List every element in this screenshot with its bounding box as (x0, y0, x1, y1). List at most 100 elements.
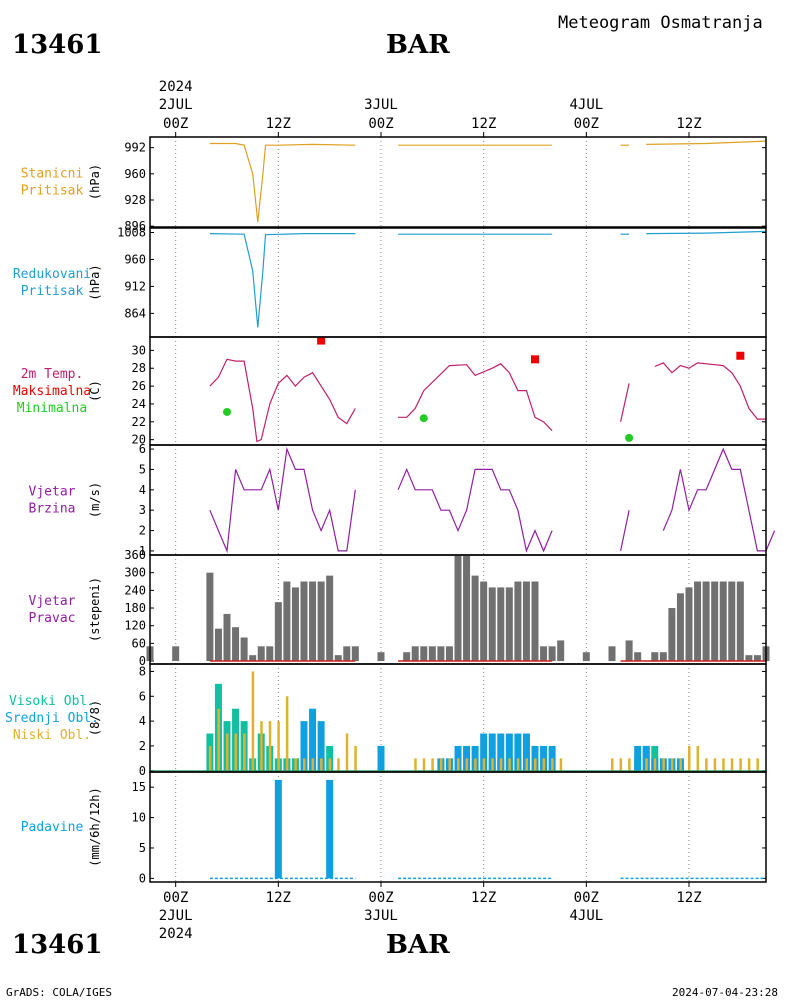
y-tick-label: 0 (139, 764, 146, 778)
panel-label: 2m Temp. (21, 367, 84, 382)
low-cloud-bar (226, 733, 229, 771)
series-line (209, 233, 356, 328)
x-top-date: 2JUL (159, 97, 193, 113)
wind-direction-bar (317, 581, 325, 662)
middle-cloud-bar (300, 721, 308, 771)
wind-direction-bar (608, 646, 616, 662)
low-cloud-bar (739, 758, 742, 771)
wind-direction-bar (736, 581, 744, 662)
series-line (646, 230, 767, 235)
panel-label: Minimalna (17, 401, 87, 416)
station-name: BAR (386, 30, 450, 60)
wind-direction-bar (266, 646, 274, 662)
low-cloud-bar (705, 758, 708, 771)
wind-direction-bar (651, 652, 659, 662)
chart-title: Meteogram Osmatranja (558, 13, 763, 33)
middle-cloud-bar (309, 708, 317, 771)
middle-cloud-bar (514, 733, 522, 771)
panel-label: Pritisak (21, 284, 84, 299)
wind-direction-bar (445, 646, 453, 662)
wind-direction-bar (668, 608, 676, 662)
low-cloud-bar (251, 671, 255, 771)
wind-direction-bar (377, 652, 385, 662)
footer-station-id: 13461 (12, 930, 103, 960)
low-cloud-bar (679, 758, 682, 771)
middle-cloud-bar (377, 745, 385, 771)
y-tick-label: 15 (132, 780, 146, 794)
x-bottom-hour: 12Z (266, 890, 291, 906)
precip-bar (274, 779, 282, 879)
middle-cloud-bar (505, 733, 513, 771)
wind-direction-bar (343, 646, 351, 662)
x-top-hour: 00Z (574, 116, 599, 132)
wind-direction-bar (745, 655, 753, 662)
panel-label: Vjetar (29, 594, 76, 609)
low-cloud-bar (551, 758, 554, 771)
y-tick-label: 300 (124, 566, 146, 580)
low-cloud-bar (670, 758, 674, 771)
panel-label: Maksimalna (13, 384, 91, 399)
wind-direction-bar (634, 652, 642, 662)
series-line (620, 383, 630, 422)
wind-direction-bar (351, 646, 359, 662)
y-tick-label: 28 (132, 361, 146, 375)
wind-direction-bar (300, 581, 308, 662)
panel-frame (149, 136, 767, 228)
series-line (209, 358, 356, 443)
y-tick-label: 912 (124, 279, 146, 293)
wind-direction-bar (420, 646, 428, 662)
y-axis-unit: (mm/6h/12h) (88, 787, 102, 866)
low-cloud-bar (328, 758, 332, 771)
low-cloud-bar (747, 758, 751, 771)
y-tick-label: 928 (124, 193, 146, 207)
series-line (397, 467, 553, 553)
wind-direction-bar (505, 587, 513, 662)
x-top-hour: 00Z (163, 116, 188, 132)
y-tick-label: 960 (124, 167, 146, 181)
x-top-hour: 12Z (676, 116, 701, 132)
wind-direction-bar (403, 652, 411, 662)
wind-direction-bar (728, 581, 736, 662)
low-cloud-bar (277, 721, 280, 771)
low-cloud-bar (285, 696, 289, 771)
wind-direction-bar (334, 655, 342, 662)
x-top-hour: 12Z (471, 116, 496, 132)
y-tick-label: 4 (139, 714, 146, 728)
wind-direction-bar (257, 646, 265, 662)
wind-direction-bar (676, 593, 684, 662)
wind-direction-bar (694, 581, 702, 662)
low-cloud-bar (208, 745, 212, 771)
y-tick-label: 24 (132, 397, 146, 411)
low-cloud-bar (499, 758, 503, 771)
low-cloud-bar (414, 758, 417, 771)
y-axis-unit: (hPa) (88, 164, 102, 200)
x-top-date: 4JUL (569, 97, 603, 113)
series-line (209, 446, 356, 554)
series-line (398, 363, 553, 432)
series-line (646, 140, 767, 145)
wind-direction-bar (291, 587, 299, 662)
low-cloud-bar (525, 758, 528, 771)
middle-cloud-bar (497, 733, 505, 771)
y-axis-unit: (C) (88, 380, 102, 402)
series-line (209, 142, 356, 223)
y-tick-label: 30 (132, 343, 146, 357)
low-cloud-bar (628, 758, 631, 771)
y-tick-label: 4 (139, 483, 146, 497)
low-cloud-bar (662, 758, 665, 771)
panel-label: Padavine (21, 820, 84, 835)
y-tick-label: 960 (124, 252, 146, 266)
wind-direction-bar (454, 555, 462, 662)
y-tick-label: 0 (139, 871, 146, 885)
wind-direction-bar (232, 627, 240, 662)
wind-direction-bar (223, 613, 231, 662)
wind-direction-bar (548, 646, 556, 662)
series-line (662, 447, 776, 552)
low-cloud-bar (619, 758, 623, 771)
panel-label: Pravac (29, 611, 76, 626)
y-axis-unit: (stepeni) (88, 577, 102, 642)
y-tick-label: 6 (139, 442, 146, 456)
wind-direction-bar (582, 652, 590, 662)
panel-label: Brzina (29, 502, 76, 517)
